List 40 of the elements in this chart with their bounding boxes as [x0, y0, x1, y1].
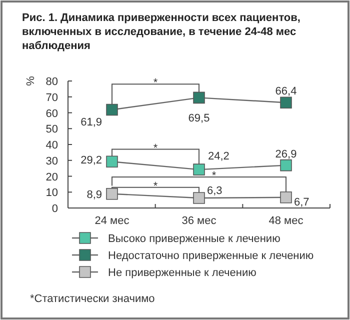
data-label: 24,2 [208, 150, 230, 163]
annotation: * [153, 180, 158, 192]
x-tick-label: 24 мес [94, 215, 130, 227]
legend-label: Не приверженные к лечению [108, 267, 256, 279]
data-label: 8,9 [86, 188, 102, 201]
y-tick-label: 60 [46, 108, 58, 120]
y-tick-label: 70 [46, 92, 58, 104]
point [106, 188, 118, 200]
data-label: 66,4 [275, 86, 297, 98]
legend-label: Высоко приверженные к лечению [108, 233, 280, 245]
point [193, 92, 205, 104]
y-tick-label: 10 [46, 187, 58, 200]
y-axis-title: % [25, 76, 37, 86]
data-label: 26,9 [275, 148, 297, 160]
data-label: 6,7 [294, 196, 310, 208]
y-tick-label: 30 [46, 155, 58, 168]
annotation: * [153, 77, 158, 90]
annotation: * [153, 142, 158, 154]
point [193, 192, 205, 204]
legend-label: Недостаточно приверженные к лечению [108, 250, 314, 262]
y-tick-label: 0 [52, 203, 58, 215]
point [280, 191, 292, 204]
data-label: 69,5 [188, 112, 210, 125]
data-label: 6,3 [207, 185, 222, 197]
text: *Статистически значимо [30, 293, 155, 305]
point [280, 96, 292, 108]
point [106, 156, 118, 168]
data-label: 29,2 [80, 154, 102, 167]
y-tick-label: 80 [46, 76, 58, 88]
point [106, 104, 118, 116]
x-tick-label: 36 мес [182, 215, 217, 227]
y-tick-label: 50 [46, 124, 58, 136]
point [280, 159, 292, 172]
y-tick-label: 20 [46, 171, 58, 184]
point [193, 164, 205, 176]
x-tick-label: 48 мес [268, 215, 304, 227]
data-label: 61,9 [80, 116, 102, 129]
chart-title: Рис. 1. Динамика приверженности всех пациентов, включенных в исследование, в течение 24-48 мес наблюдения [22, 12, 300, 52]
y-tick-label: 40 [46, 140, 58, 152]
annotation: * [212, 170, 217, 182]
